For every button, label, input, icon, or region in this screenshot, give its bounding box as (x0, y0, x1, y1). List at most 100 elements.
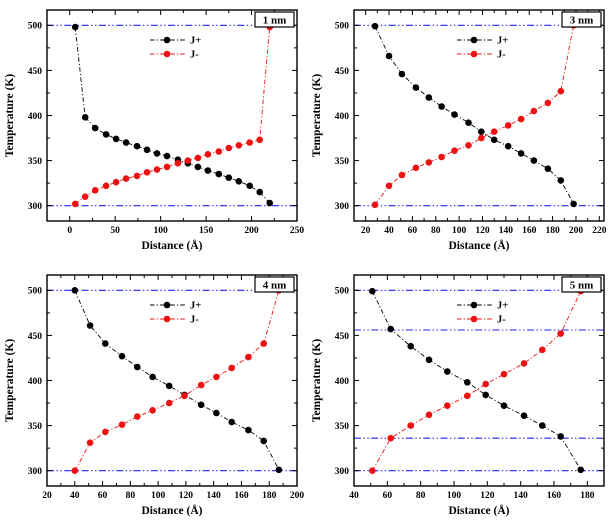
data-point-J- (112, 178, 120, 186)
data-point-J- (165, 399, 173, 407)
legend-marker (163, 301, 171, 309)
x-tick-label: 200 (569, 226, 584, 236)
x-axis-label: Distance (Å) (142, 238, 203, 252)
data-point-J+ (577, 466, 584, 474)
data-point-J+ (539, 422, 546, 429)
x-tick-label: 180 (262, 491, 277, 501)
data-point-J- (81, 193, 89, 200)
legend-item-J-: J- (150, 50, 199, 61)
data-point-J- (385, 182, 393, 190)
chart-svg-3nm: 20 40 60 80 100 120 140 160 180 200 220 300 350 400 45… (311, 9, 607, 252)
data-point-J+ (246, 182, 253, 190)
data-point-J+ (451, 111, 458, 118)
x-tick-label: 40 (349, 491, 359, 501)
x-tick-label: 50 (110, 226, 120, 236)
legend-marker (470, 301, 478, 309)
data-point-J- (228, 364, 235, 372)
x-tick-label: 140 (207, 491, 222, 501)
legend-label: J- (497, 315, 506, 326)
data-point-J+ (165, 382, 173, 390)
series-line-J+ (74, 27, 271, 204)
y-tick-label: 350 (28, 422, 43, 432)
data-point-J- (557, 330, 564, 337)
x-tick-label: 200 (290, 491, 305, 501)
y-axis-label: Temperature (K) (4, 339, 16, 423)
panel-label: 1 nm (263, 15, 287, 27)
data-point-J+ (143, 146, 151, 154)
legend-label: J- (190, 50, 199, 61)
plot-frame (46, 274, 298, 487)
x-tick-label: 180 (545, 226, 560, 236)
y-tick-label: 500 (335, 287, 350, 297)
chart-svg-1nm: 0 50 100 150 200 250 300 350 400 450 500 Distance (… (4, 9, 304, 252)
legend-item-J+: J+ (457, 36, 508, 47)
data-point-J+ (385, 52, 393, 60)
data-point-J- (425, 411, 433, 419)
x-tick-label: 80 (416, 491, 426, 501)
data-point-J- (478, 134, 485, 142)
data-point-J+ (464, 379, 471, 386)
data-point-J+ (71, 287, 79, 294)
data-point-J+ (197, 401, 205, 409)
x-tick-label: 140 (514, 491, 529, 501)
y-tick-label: 300 (335, 467, 350, 477)
data-point-J+ (194, 163, 202, 171)
legend-item-J-: J- (457, 315, 506, 326)
data-point-J+ (133, 142, 141, 150)
data-point-J- (86, 439, 94, 446)
data-point-J+ (112, 135, 120, 143)
data-point-J- (500, 370, 508, 378)
legend-marker (163, 315, 171, 323)
x-tick-label: 120 (179, 491, 194, 501)
x-tick-label: 100 (452, 226, 467, 236)
series-line-J- (374, 25, 575, 206)
data-point-J+ (86, 322, 94, 329)
x-tick-label: 20 (361, 226, 371, 236)
data-point-J+ (102, 131, 110, 138)
x-tick-label: 80 (431, 226, 441, 236)
y-axis-label: Temperature (K) (311, 74, 323, 158)
data-point-J+ (500, 402, 508, 409)
y-tick-label: 450 (335, 332, 350, 342)
data-point-J+ (482, 391, 489, 399)
data-point-J- (539, 346, 546, 354)
plot-frame (353, 274, 605, 487)
data-point-J- (407, 422, 414, 429)
data-point-J- (225, 144, 233, 152)
panel-3nm: 20 40 60 80 100 120 140 160 180 200 220 300 350 400 45… (307, 0, 614, 265)
y-tick-label: 300 (335, 202, 350, 212)
legend-item-J+: J+ (150, 36, 201, 47)
data-point-J+ (369, 287, 376, 295)
x-tick-label: 120 (480, 491, 495, 501)
y-tick-label: 400 (28, 377, 43, 387)
chart-svg-5nm: 40 60 80 100 120 140 160 180 300 350 400 450 500 Dist… (311, 274, 605, 517)
x-tick-label: 60 (98, 491, 108, 501)
data-point-J- (133, 172, 141, 180)
data-point-J- (118, 421, 126, 428)
data-point-J- (444, 402, 451, 409)
legend-marker (470, 315, 478, 323)
data-point-J+ (163, 152, 171, 160)
data-point-J+ (235, 178, 243, 185)
x-tick-label: 160 (234, 491, 249, 501)
legend-marker (470, 50, 478, 58)
y-tick-label: 450 (28, 332, 43, 342)
y-tick-label: 350 (28, 157, 43, 167)
data-point-J- (530, 107, 538, 115)
data-point-J+ (438, 103, 445, 110)
data-point-J+ (153, 150, 161, 157)
data-point-J+ (256, 188, 264, 196)
data-point-J+ (81, 114, 89, 121)
data-point-J- (398, 171, 406, 179)
y-tick-label: 400 (335, 112, 350, 122)
x-tick-label: 40 (384, 226, 394, 236)
x-tick-label: 120 (475, 226, 490, 236)
panel-4nm: 20 40 60 80 100 120 140 160 180 200 300 350 400 450 50… (0, 265, 307, 530)
data-point-J+ (517, 150, 525, 157)
data-point-J- (246, 139, 253, 146)
data-point-J- (425, 159, 433, 166)
data-point-J- (122, 175, 130, 182)
series-line-J- (74, 290, 280, 471)
data-point-J- (482, 380, 489, 388)
legend-label: J+ (190, 301, 201, 312)
